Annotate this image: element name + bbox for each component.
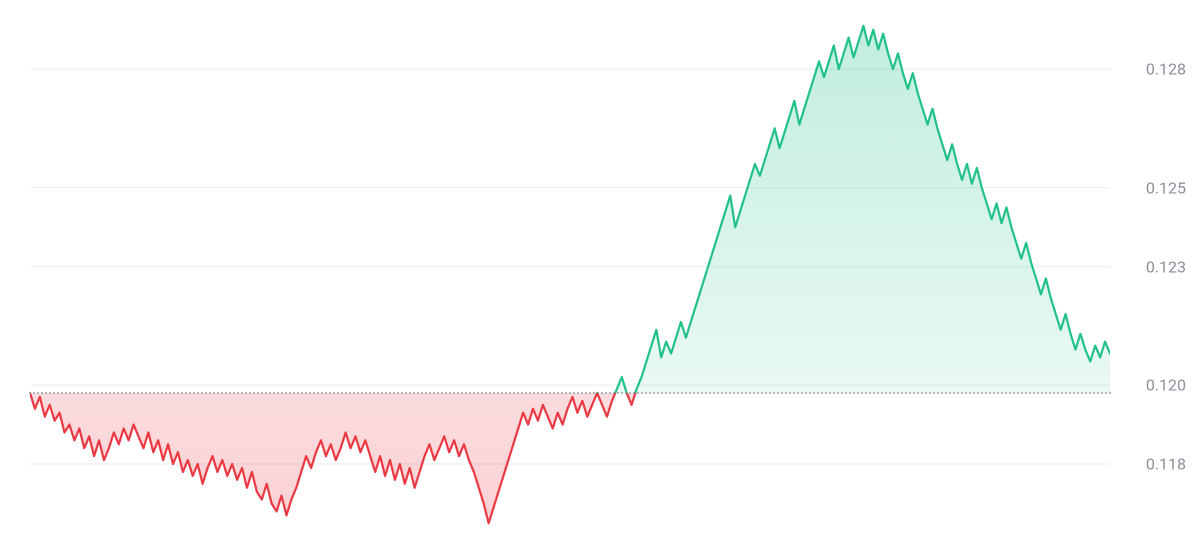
y-tick-label: 0.125	[1146, 178, 1186, 197]
y-tick-label: 0.120	[1146, 376, 1186, 395]
price-chart: 0.128 0.125 0.123 0.120 0.118	[0, 0, 1200, 553]
y-axis: 0.128 0.125 0.123 0.120 0.118	[1120, 0, 1200, 553]
y-tick-label: 0.123	[1146, 257, 1186, 276]
chart-svg	[0, 0, 1200, 553]
y-tick-label: 0.128	[1146, 60, 1186, 79]
y-tick-label: 0.118	[1146, 455, 1186, 474]
